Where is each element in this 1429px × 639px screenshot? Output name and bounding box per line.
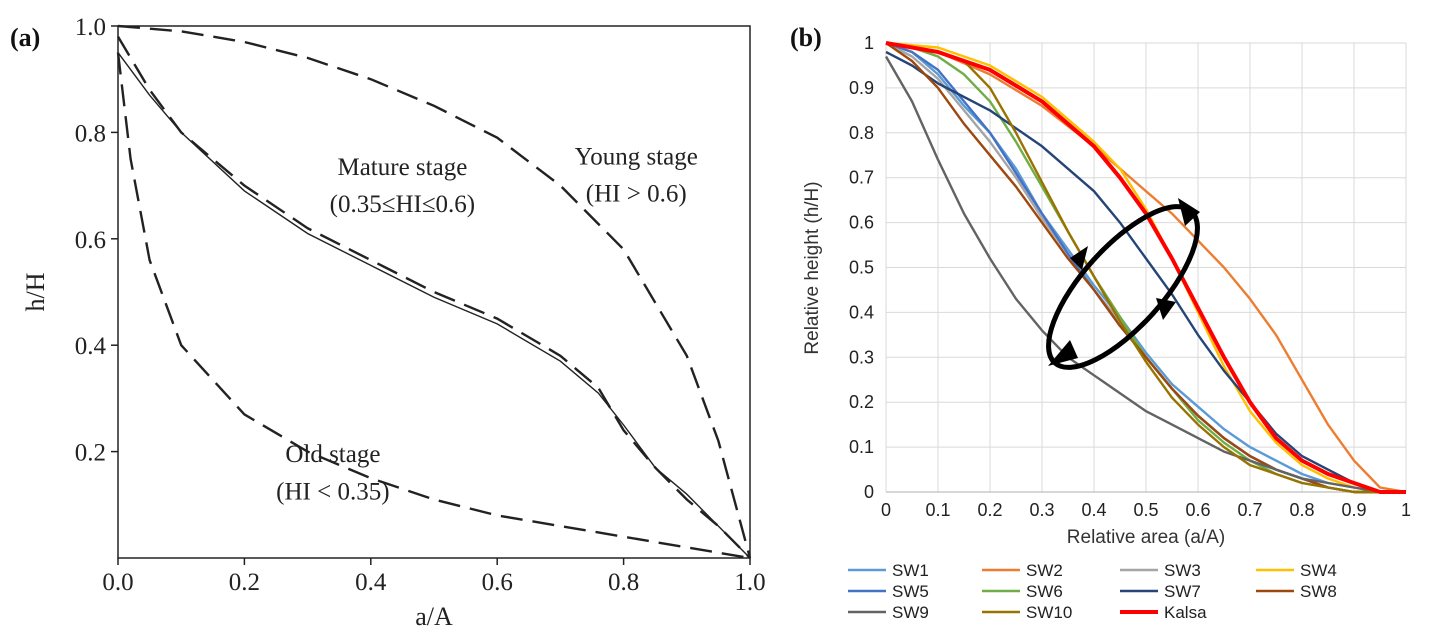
panel-b-x-axis-title: Relative area (a/A) bbox=[1067, 527, 1225, 548]
panel-b-legend: SW1 SW2 SW3 SW4 SW5 SW6 SW7 SW8 SW9 SW10 Kalsa bbox=[848, 561, 1337, 622]
panel-b-x-tick-label: 0.8 bbox=[1289, 500, 1314, 520]
series-line-sw7 bbox=[885, 50, 1406, 494]
legend-label-sw9: SW9 bbox=[892, 603, 929, 622]
panel-b-x-tick-label: 0.1 bbox=[925, 500, 950, 520]
legend-label-sw1: SW1 bbox=[892, 561, 929, 580]
panel-b: (b) 0 0.1 0.2 0.3 0.4 0.5 0.6 0.7 0.8 0.9 1 0 0.1 0.2… bbox=[790, 23, 1411, 622]
panel-a-y-tick-label: 0.8 bbox=[75, 120, 106, 147]
panel-a-curves bbox=[116, 24, 752, 560]
legend-label-sw10: SW10 bbox=[1026, 603, 1072, 622]
panel-a-y-tick-label: 0.6 bbox=[75, 227, 106, 254]
panel-b-y-tick-label: 0 bbox=[864, 482, 874, 502]
panel-a-y-tick-label: 0.4 bbox=[75, 333, 107, 360]
panel-b-x-tick-label: 0.6 bbox=[1185, 500, 1210, 520]
panel-b-y-axis-title: Relative height (h/H) bbox=[802, 181, 823, 354]
panel-b-y-tick-label: 0.6 bbox=[849, 213, 874, 233]
panel-b-y-tick-label: 0.7 bbox=[849, 168, 874, 188]
arrowhead-lower-right bbox=[1156, 298, 1176, 320]
legend-label-sw4: SW4 bbox=[1300, 561, 1337, 580]
panel-a-annotation: Old stage bbox=[285, 441, 380, 468]
panel-b-y-tick-label: 0.4 bbox=[849, 302, 874, 322]
panel-a-x-tick-label: 0.6 bbox=[482, 569, 513, 596]
legend-label-sw2: SW2 bbox=[1026, 561, 1063, 580]
panel-a-annotation: (HI < 0.35) bbox=[276, 478, 389, 505]
rotation-arrow-annotation bbox=[1046, 198, 1200, 370]
panel-b-x-tick-label: 1 bbox=[1401, 500, 1411, 520]
panel-a-annotations: Mature stage (0.35≤HI≤0.6) Young stage (HI … bbox=[276, 143, 698, 505]
panel-a-x-tick-label: 0.4 bbox=[355, 569, 387, 596]
panel-a-frame bbox=[117, 25, 751, 559]
series-line-sw9 bbox=[884, 55, 1406, 494]
panel-b-series bbox=[884, 41, 1407, 494]
panel-b-grid bbox=[885, 42, 1407, 493]
panel-a-x-tick-label: 1.0 bbox=[734, 569, 765, 596]
panel-a-solid-curve bbox=[117, 52, 751, 559]
panel-a-dashed-curve bbox=[116, 52, 751, 560]
panel-b-label: (b) bbox=[790, 23, 822, 52]
panel-b-ticks: 0 0.1 0.2 0.3 0.4 0.5 0.6 0.7 0.8 0.9 1 0 0.1 0.2 0.3 0… bbox=[849, 33, 1411, 520]
panel-b-y-tick-label: 0.9 bbox=[849, 78, 874, 98]
panel-b-y-tick-label: 0.3 bbox=[849, 347, 874, 367]
arrowhead-lower-left bbox=[1048, 340, 1078, 366]
panel-a-label: (a) bbox=[10, 23, 40, 52]
legend-label-sw5: SW5 bbox=[892, 582, 929, 601]
series-line-kalsa bbox=[885, 41, 1406, 494]
panel-a-y-tick-label: 0.2 bbox=[75, 440, 106, 467]
panel-b-x-tick-label: 0.7 bbox=[1237, 500, 1262, 520]
panel-a-dashed-curve bbox=[117, 24, 752, 559]
legend-label-sw8: SW8 bbox=[1300, 582, 1337, 601]
panel-b-y-tick-label: 1 bbox=[864, 33, 874, 53]
panel-b-x-tick-label: 0.3 bbox=[1029, 500, 1054, 520]
panel-b-x-tick-label: 0.2 bbox=[977, 500, 1002, 520]
panel-a-ticks: 0.0 0.2 0.4 0.6 0.8 1.0 0.2 0.4 0.6 0.8 1.0 bbox=[75, 14, 766, 596]
panel-a-annotation: (HI > 0.6) bbox=[586, 181, 687, 208]
panel-b-y-tick-label: 0.1 bbox=[849, 437, 874, 457]
panel-a-x-tick-label: 0.8 bbox=[608, 569, 639, 596]
legend-label-sw3: SW3 bbox=[1164, 561, 1201, 580]
panel-a-y-tick-label: 1.0 bbox=[75, 14, 106, 41]
series-line-sw8 bbox=[885, 42, 1406, 494]
panel-a-annotation: Young stage bbox=[575, 143, 698, 170]
panel-b-y-tick-label: 0.2 bbox=[849, 392, 874, 412]
panel-a-annotation: Mature stage bbox=[337, 154, 467, 181]
arrowhead-upper-right bbox=[1178, 198, 1200, 226]
legend-label-kalsa: Kalsa bbox=[1164, 603, 1207, 622]
legend-label-sw7: SW7 bbox=[1164, 582, 1201, 601]
panel-b-x-tick-label: 0.5 bbox=[1133, 500, 1158, 520]
series-line-sw10 bbox=[885, 41, 1406, 494]
panel-a-annotation: (0.35≤HI≤0.6) bbox=[330, 191, 475, 218]
panel-a-x-axis-title: a/A bbox=[415, 602, 453, 631]
panel-a-dashed-curve bbox=[116, 35, 751, 559]
panel-b-x-tick-label: 0.9 bbox=[1341, 500, 1366, 520]
panel-a-y-axis-title: h/H bbox=[21, 272, 50, 311]
series-line-sw1 bbox=[885, 41, 1406, 494]
panel-b-x-tick-label: 0 bbox=[881, 500, 891, 520]
panel-a-x-tick-label: 0.2 bbox=[229, 569, 260, 596]
panel-b-y-tick-label: 0.8 bbox=[849, 123, 874, 143]
legend-label-sw6: SW6 bbox=[1026, 582, 1063, 601]
panel-b-x-tick-label: 0.4 bbox=[1081, 500, 1106, 520]
panel-b-y-tick-label: 0.5 bbox=[849, 258, 874, 278]
panel-a-x-tick-label: 0.0 bbox=[102, 569, 133, 596]
arrowhead-upper-left bbox=[1070, 246, 1088, 270]
panel-a: (a) 0.0 0.2 0.4 0.6 0.8 1.0 0.2 0.4 0.6 0.8 1.0 Ma… bbox=[10, 14, 766, 631]
